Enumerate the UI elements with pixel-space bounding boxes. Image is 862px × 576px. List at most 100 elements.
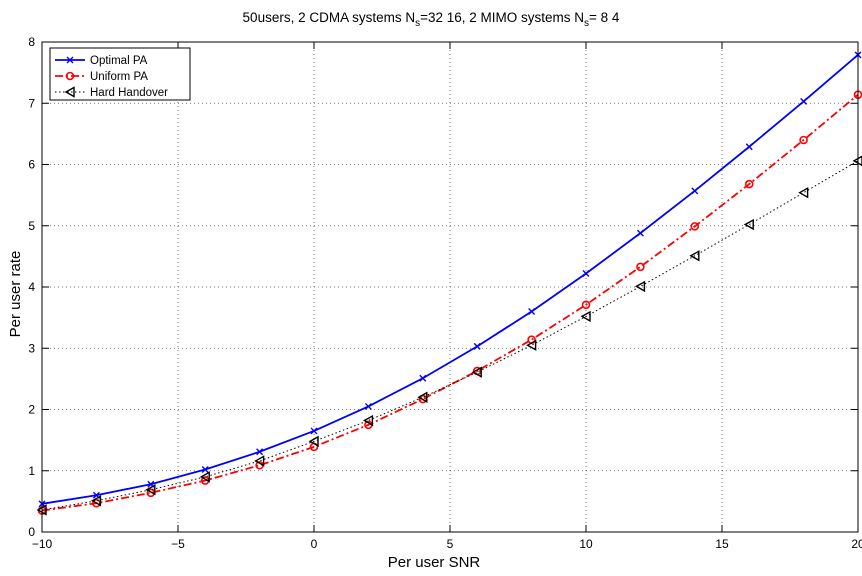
data-point — [201, 466, 209, 474]
legend-marker — [66, 56, 74, 64]
x-marker-strokes — [310, 427, 318, 435]
x-marker-strokes — [582, 270, 590, 278]
circle-marker-shape — [799, 135, 808, 145]
title-part-1: 50users, 2 CDMA systems N — [243, 10, 416, 25]
triangle-marker-shape — [471, 366, 482, 378]
chart-title: 50users, 2 CDMA systems Ns=32 16, 2 MIMO… — [243, 10, 620, 29]
data-point — [580, 310, 591, 323]
y-axis-label: Per user rate — [7, 251, 24, 338]
data-point — [310, 427, 318, 435]
title-subscript-2: s — [584, 18, 589, 29]
data-point — [528, 308, 536, 315]
x-axis-label: Per user SNR — [388, 554, 481, 571]
data-point — [636, 229, 644, 237]
data-point — [581, 300, 591, 310]
triangle-marker-shape — [254, 455, 265, 467]
x-tick-label: 15 — [715, 537, 729, 551]
data-point — [417, 391, 428, 403]
y-tick-label: 0 — [28, 525, 35, 539]
legend-marker — [65, 71, 75, 81]
x-marker-strokes — [201, 466, 209, 474]
circle-marker-shape — [744, 179, 754, 189]
triangle-marker-shape — [798, 186, 809, 199]
y-tick-label: 1 — [28, 464, 35, 478]
data-point — [691, 187, 699, 195]
data-point — [90, 495, 102, 507]
legend: Optimal PA Uniform PA Hard Handover — [49, 47, 191, 101]
x-marker-strokes — [66, 56, 74, 64]
title-part-2: =32 16, 2 MIMO systems N — [420, 10, 584, 25]
data-point — [364, 402, 372, 410]
data-point — [473, 342, 481, 350]
circle-marker-shape — [65, 71, 75, 81]
x-marker-strokes — [800, 97, 808, 105]
circle-marker-shape — [690, 222, 700, 231]
triangle-marker-shape — [199, 471, 210, 483]
legend-label: Uniform PA — [90, 71, 148, 83]
x-tick-label: 20 — [851, 537, 862, 551]
triangle-marker-shape — [362, 414, 374, 427]
axis-ticks — [41, 41, 859, 533]
triangle-marker-shape — [580, 310, 591, 323]
x-marker-strokes — [419, 374, 427, 382]
x-tick-label: 0 — [311, 537, 318, 551]
x-marker-strokes — [256, 448, 264, 456]
series-line — [41, 54, 859, 505]
data-point — [744, 179, 754, 189]
data-point — [743, 218, 754, 231]
x-marker-strokes — [691, 187, 699, 195]
y-tick-label: 3 — [28, 341, 35, 355]
series-line — [41, 93, 859, 512]
triangle-marker-shape — [689, 250, 700, 262]
circle-marker-shape — [636, 262, 645, 272]
circle-marker-shape — [581, 300, 591, 310]
x-marker-strokes — [473, 342, 481, 350]
x-marker-strokes — [364, 402, 372, 410]
x-marker-strokes — [745, 143, 753, 151]
data-point — [362, 414, 374, 427]
triangle-marker-shape — [417, 391, 428, 403]
x-tick-label: −10 — [32, 537, 53, 551]
title-part-3: = 8 4 — [589, 10, 620, 25]
title-subscript-1: s — [415, 18, 420, 29]
grid — [42, 42, 858, 532]
triangle-marker-shape — [526, 339, 537, 351]
data-point — [636, 262, 645, 272]
data-point — [308, 435, 319, 448]
x-marker-strokes — [528, 308, 536, 315]
y-tick-label: 2 — [28, 403, 35, 417]
data-point — [256, 448, 264, 456]
series-line — [41, 160, 859, 511]
triangle-marker-shape — [145, 484, 156, 496]
data-point — [419, 374, 427, 382]
legend-item: Optimal PA — [55, 55, 148, 67]
data-point — [526, 339, 537, 351]
legend-items: Optimal PA Uniform PA Hard Handover — [55, 55, 168, 99]
y-tick-label: 7 — [28, 96, 35, 110]
data-point — [745, 143, 753, 151]
data-point — [689, 250, 700, 262]
x-tick-label: 5 — [447, 537, 454, 551]
data-point — [634, 280, 646, 293]
data-point — [145, 484, 156, 496]
data-point — [254, 455, 265, 467]
data-point — [199, 471, 210, 483]
tick-labels: −10 −5 0 5 10 15 20 0 1 2 3 4 5 6 7 8 — [28, 35, 862, 551]
legend-item: Uniform PA — [55, 71, 148, 83]
x-tick-label: −5 — [171, 537, 185, 551]
y-tick-label: 5 — [28, 219, 35, 233]
legend-marker — [64, 86, 75, 98]
data-point — [798, 186, 809, 199]
data-point — [800, 97, 808, 105]
data-point — [582, 270, 590, 278]
triangle-marker-shape — [634, 280, 646, 293]
x-marker-strokes — [636, 229, 644, 237]
data-point — [471, 366, 482, 378]
x-tick-label: 10 — [579, 537, 593, 551]
y-tick-label: 6 — [28, 158, 35, 172]
triangle-marker-shape — [308, 435, 319, 448]
triangle-marker-shape — [743, 218, 754, 231]
y-tick-label: 8 — [28, 35, 35, 49]
